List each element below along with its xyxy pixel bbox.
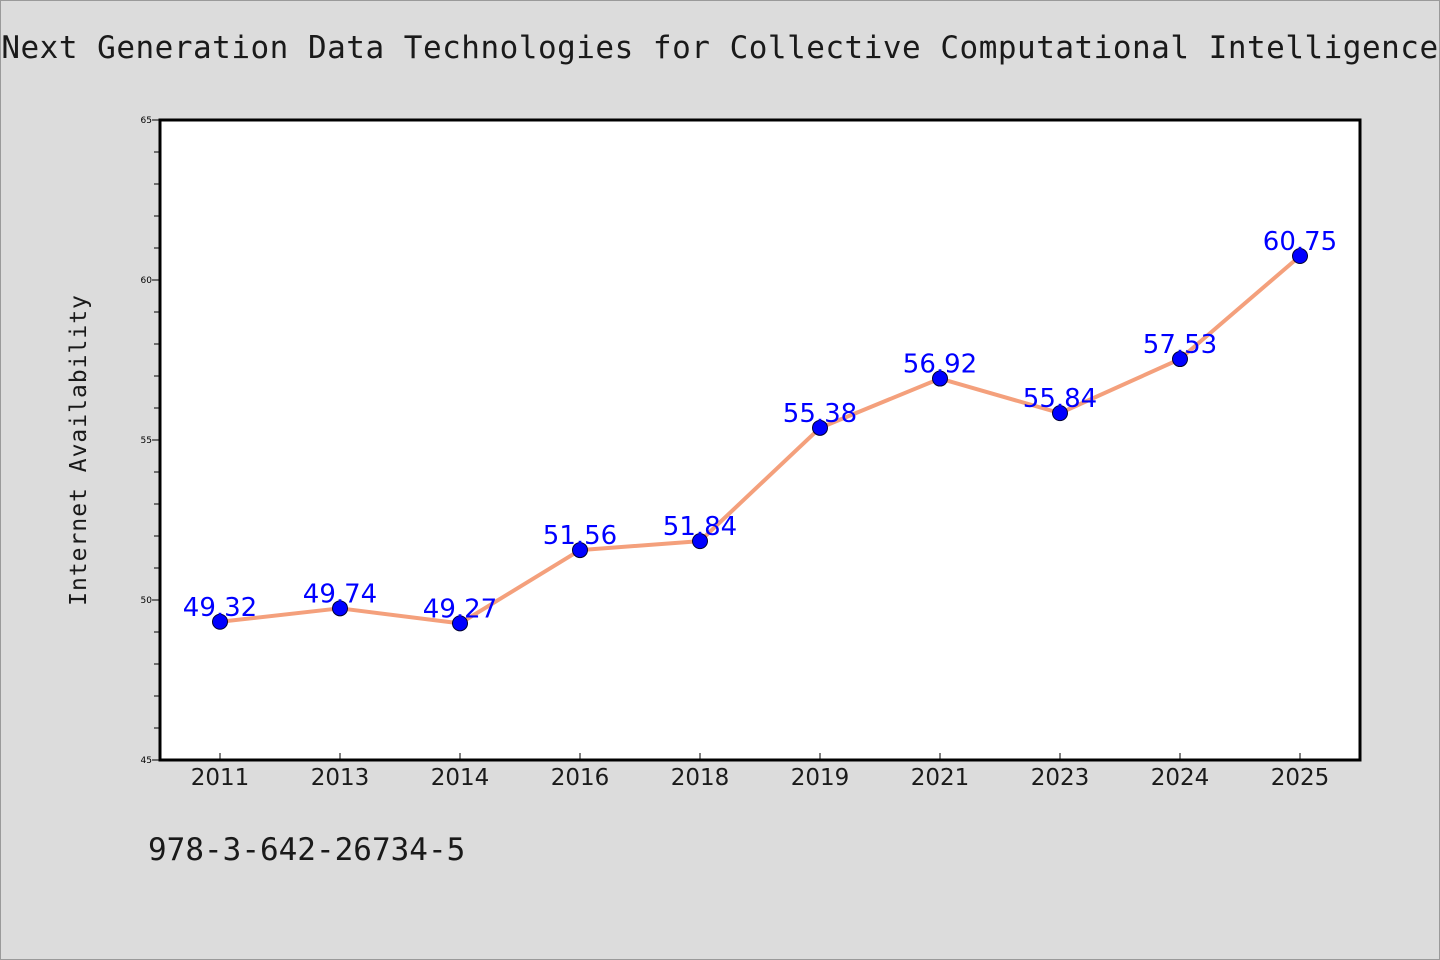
data-point [1292,248,1308,264]
data-point [1172,351,1188,368]
y-tick-label: 60 [141,276,153,286]
plot-area [158,118,1362,762]
data-point [212,613,228,630]
y-axis-label: Internet Availability [66,294,92,606]
x-tick-label: 2024 [1151,765,1210,791]
y-tick-label: 55 [141,436,152,446]
series-group [212,248,1308,632]
data-point [1052,405,1068,422]
data-point [332,600,348,617]
data-label: 49.27 [423,594,497,624]
y-tick-label: 50 [141,596,153,606]
data-label: 57.53 [1143,330,1217,360]
x-tick-label: 2011 [191,765,250,791]
data-label: 55.84 [1023,384,1097,414]
data-label: 55.38 [783,399,857,429]
y-axis: 45 50 55 60 65 [141,116,160,766]
data-labels: 49.32 49.74 49.27 51.56 51.84 55.38 56.92 55.84… [183,227,1337,624]
x-tick-label: 2023 [1031,765,1090,791]
x-tick-label: 2018 [671,765,730,791]
chart-title: Next Generation Data Technologies for Co… [1,30,1439,66]
data-point [452,615,468,632]
footer-code: 978-3-642-26734-5 [148,832,466,868]
x-tick-label: 2021 [911,765,970,791]
y-tick-label: 45 [141,756,152,766]
x-axis: 2011 2013 2014 2016 2018 2019 2021 2023 2024 2025 [191,753,1330,791]
data-label: 60.75 [1263,227,1337,257]
data-label: 51.84 [663,512,737,542]
data-point [692,533,708,550]
data-point [932,370,948,387]
data-label: 49.32 [183,593,257,623]
x-tick-label: 2025 [1271,765,1330,791]
y-tick-label: 65 [141,116,152,126]
data-label: 56.92 [903,350,977,380]
x-tick-label: 2016 [551,765,610,791]
x-tick-label: 2013 [311,765,370,791]
x-tick-label: 2014 [431,765,490,791]
data-point [812,419,828,436]
data-label: 51.56 [543,521,617,551]
series-line [218,254,1302,626]
data-label: 49.74 [303,579,377,609]
x-tick-label: 2019 [791,765,850,791]
data-point [572,542,588,559]
